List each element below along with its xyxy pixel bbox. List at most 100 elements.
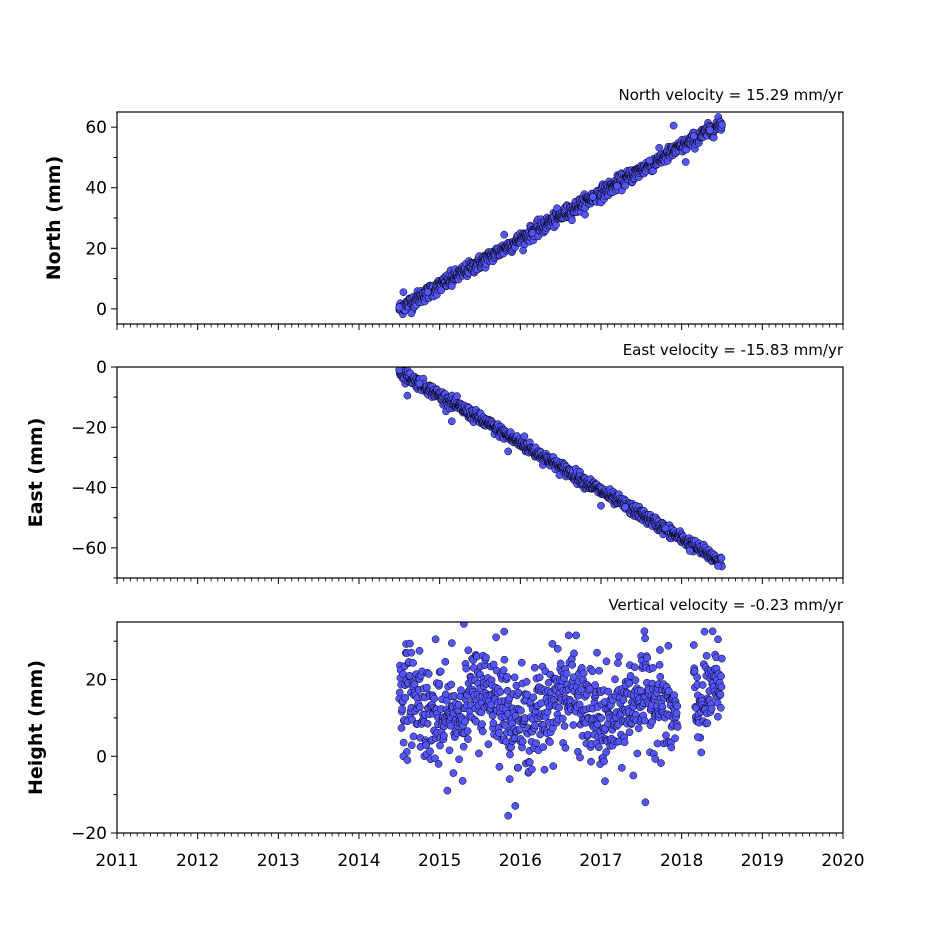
data-point <box>671 734 679 743</box>
marker-group <box>395 113 726 319</box>
data-point <box>589 192 597 201</box>
data-point <box>645 156 654 165</box>
data-point <box>717 554 726 562</box>
data-point <box>462 664 471 673</box>
data-point <box>649 664 657 672</box>
x-tick-label: 2013 <box>257 851 300 871</box>
data-point <box>641 634 649 643</box>
data-point <box>525 758 534 767</box>
data-point <box>717 672 725 681</box>
data-point <box>549 762 558 770</box>
data-point <box>436 667 445 676</box>
data-point <box>593 648 601 657</box>
data-point <box>514 688 523 697</box>
data-point <box>693 673 701 682</box>
data-point <box>706 126 714 135</box>
data-point <box>633 749 642 758</box>
data-point <box>555 703 564 712</box>
marker-group <box>395 622 726 820</box>
data-point <box>461 717 469 726</box>
data-point <box>553 644 562 653</box>
data-point <box>707 704 716 713</box>
data-point <box>640 627 649 636</box>
y-tick-label: 0 <box>96 358 107 378</box>
data-point <box>506 750 514 759</box>
data-point <box>562 669 571 678</box>
data-point <box>561 744 570 752</box>
data-point <box>630 663 639 672</box>
y-tick-label: −20 <box>71 824 107 844</box>
data-point <box>717 683 726 691</box>
data-point <box>685 547 694 555</box>
x-tick-label: 2016 <box>499 851 542 871</box>
x-tick-label: 2011 <box>95 851 138 871</box>
y-tick-label: −40 <box>71 479 107 499</box>
data-point <box>572 631 580 640</box>
data-point <box>714 635 722 644</box>
data-point <box>518 737 527 746</box>
data-point <box>664 641 673 650</box>
data-point <box>431 754 439 763</box>
data-point <box>503 686 512 695</box>
data-point <box>504 811 513 820</box>
data-point <box>702 651 711 660</box>
x-tick-label: 2017 <box>579 851 622 871</box>
data-point <box>640 716 649 725</box>
data-point <box>517 706 525 715</box>
panel-east: East velocity = -15.83 mm/yr East (mm) 0 −2… <box>25 341 844 584</box>
data-point <box>591 681 600 689</box>
data-point <box>546 738 554 746</box>
data-point <box>415 379 424 388</box>
data-point <box>587 757 595 766</box>
y-tick-label: 60 <box>85 118 107 138</box>
data-point <box>415 646 424 655</box>
data-point <box>597 714 606 722</box>
data-point <box>655 661 664 669</box>
y-tick-label: 40 <box>85 179 107 199</box>
data-point <box>522 677 531 686</box>
data-point <box>531 721 539 730</box>
data-point <box>651 755 660 763</box>
data-point <box>539 743 548 751</box>
data-point <box>583 730 592 739</box>
data-point <box>661 524 670 533</box>
data-point <box>441 657 450 666</box>
data-point <box>487 700 496 709</box>
data-point <box>569 721 578 729</box>
data-point <box>530 663 539 672</box>
data-point <box>689 132 698 141</box>
data-point <box>503 673 512 681</box>
data-point <box>643 654 652 662</box>
data-point <box>406 639 414 648</box>
data-point <box>617 763 626 772</box>
data-point <box>403 391 412 400</box>
data-point <box>597 501 605 510</box>
data-point <box>409 732 418 741</box>
data-point <box>447 417 456 426</box>
data-point <box>656 646 664 654</box>
data-point <box>423 683 431 692</box>
x-tick-label: 2012 <box>176 851 219 871</box>
data-point <box>613 182 621 191</box>
data-point <box>453 392 461 400</box>
data-point <box>403 756 412 764</box>
data-point <box>544 678 553 687</box>
data-point <box>621 503 630 512</box>
data-point <box>662 731 670 740</box>
data-point <box>594 743 603 752</box>
data-point <box>667 743 676 752</box>
data-point <box>568 216 576 225</box>
y-tick-label: 0 <box>96 300 107 320</box>
data-point <box>716 690 725 699</box>
data-point <box>436 741 444 750</box>
data-point <box>570 649 578 658</box>
data-point <box>458 777 467 785</box>
data-point <box>442 696 451 705</box>
data-point <box>424 670 433 678</box>
data-point <box>697 748 706 757</box>
data-point <box>556 659 565 668</box>
axes-frame <box>116 366 844 579</box>
data-point <box>625 728 634 737</box>
data-point <box>426 747 434 756</box>
